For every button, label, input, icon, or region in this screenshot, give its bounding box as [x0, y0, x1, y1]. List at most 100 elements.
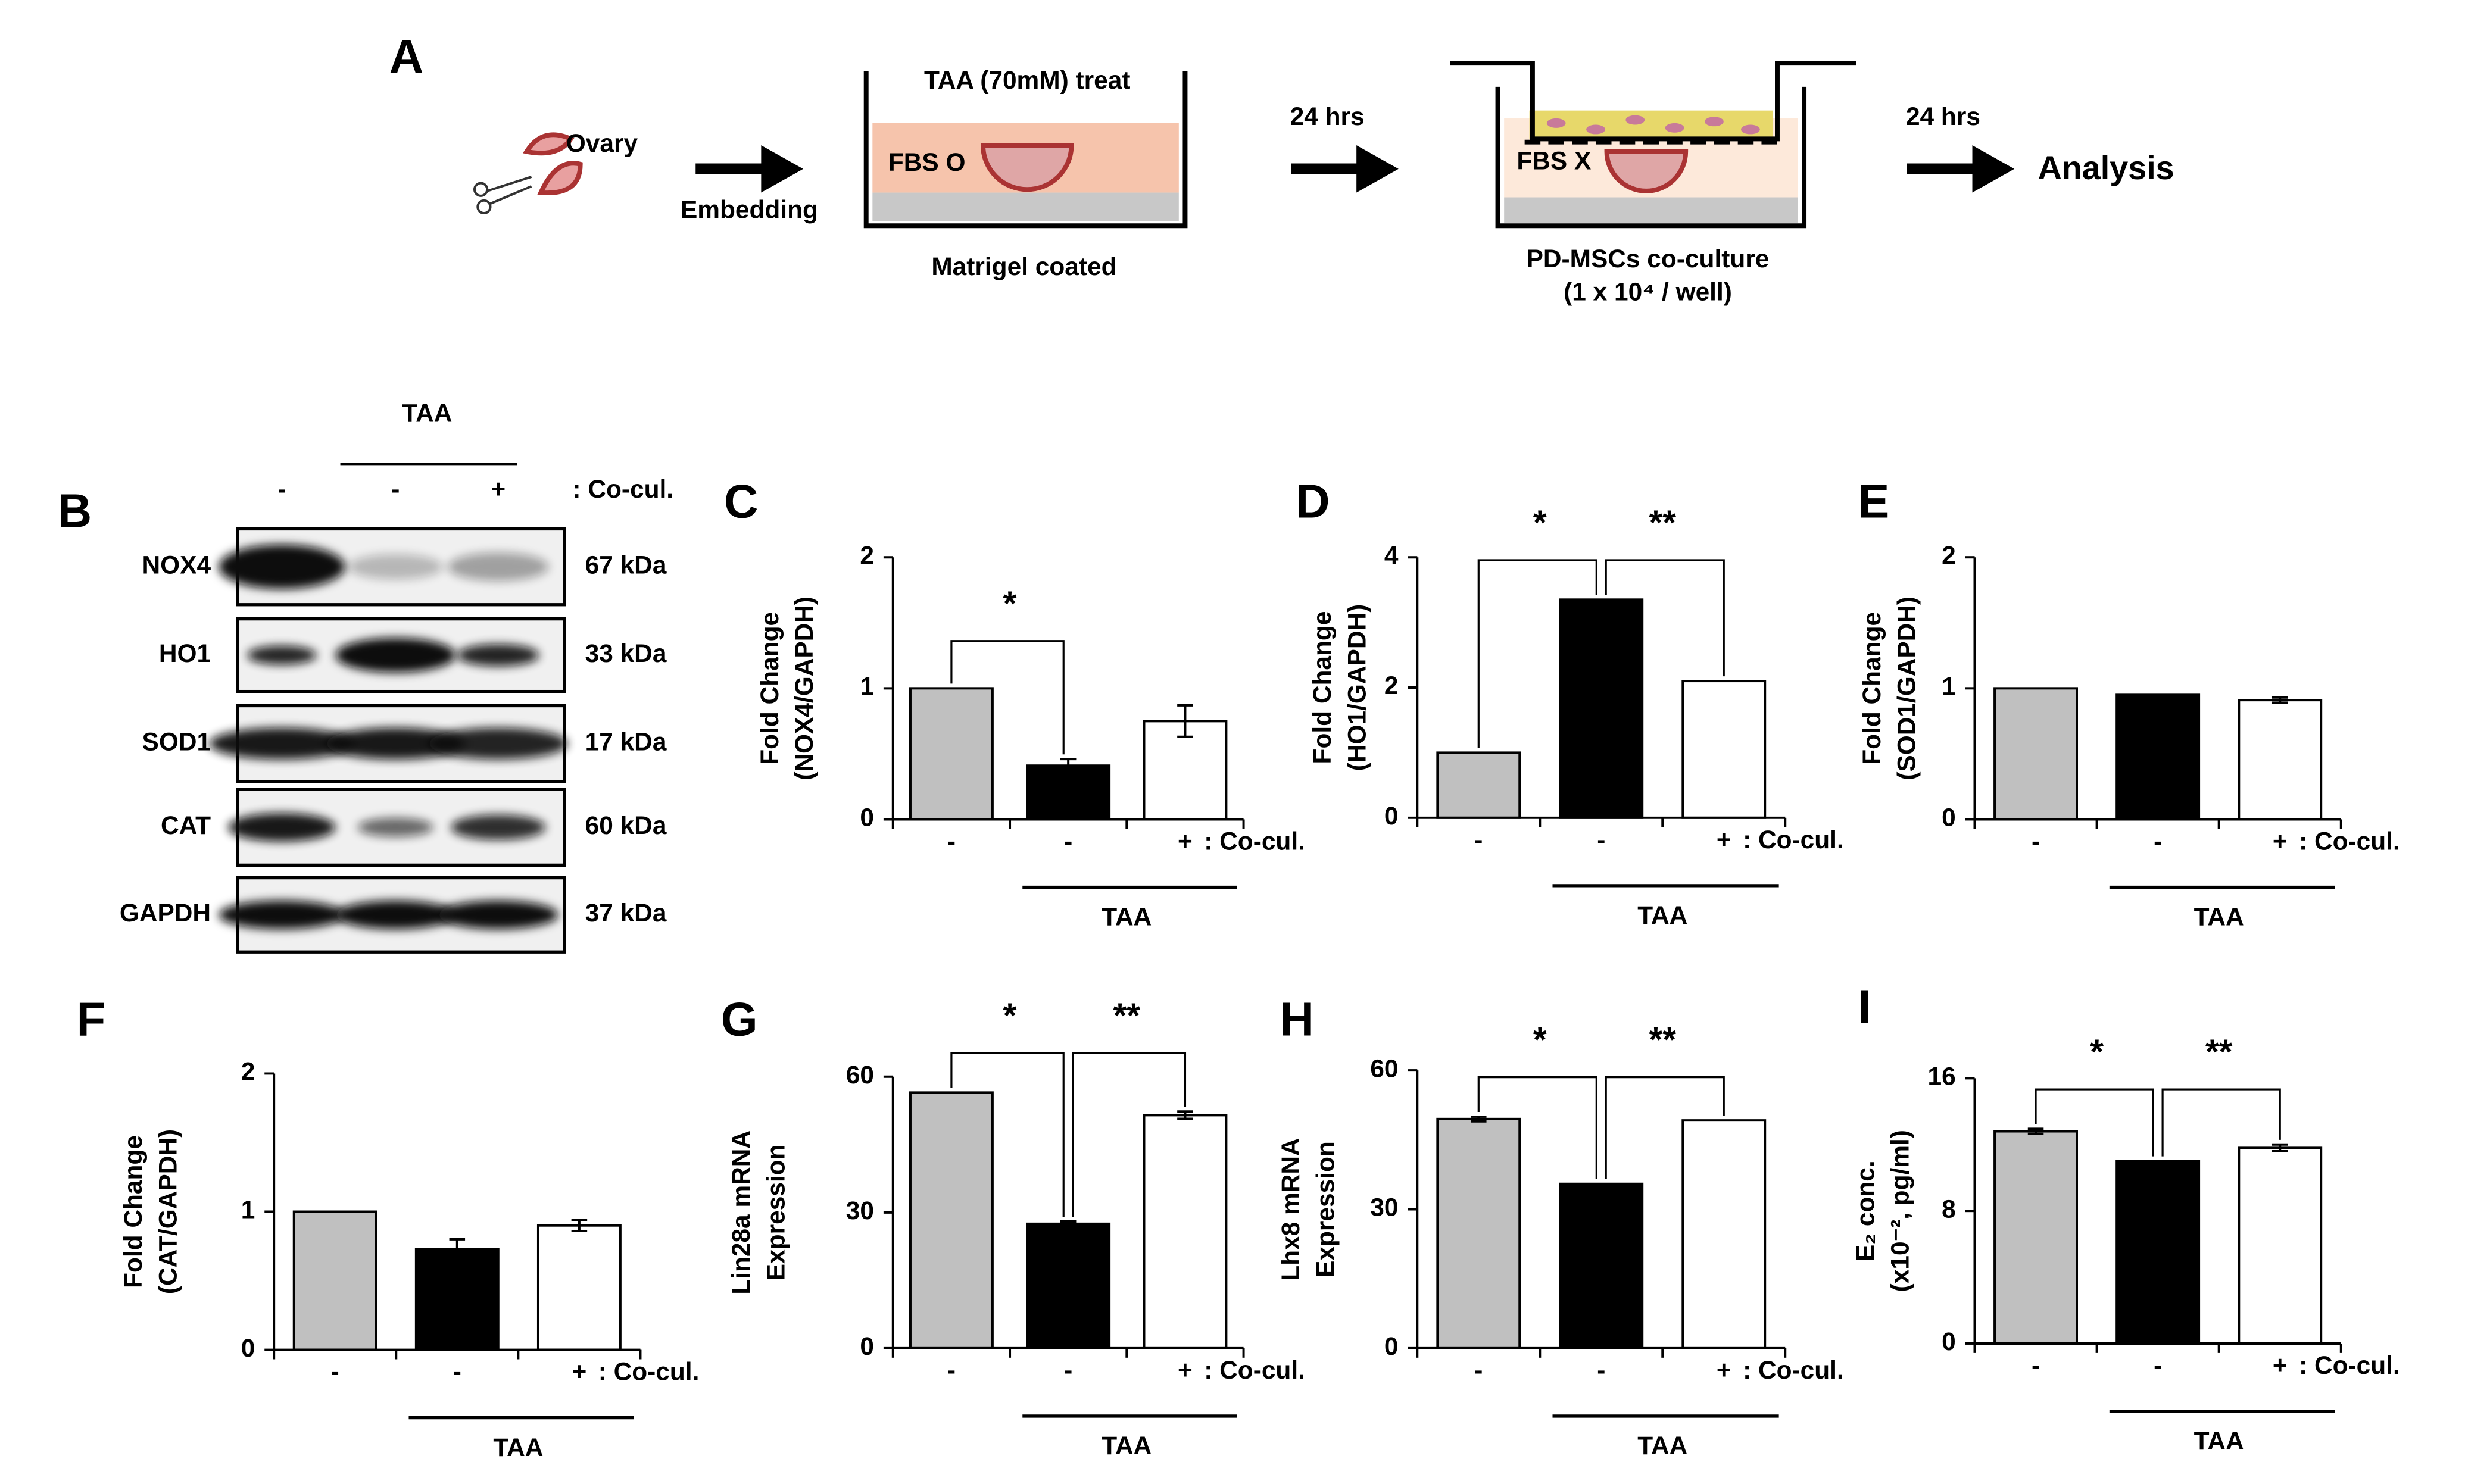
group-label: TAA	[1102, 1432, 1152, 1460]
label: FBS O	[888, 148, 966, 176]
x-tick-label: +	[572, 1358, 587, 1386]
x-tick-label: +	[1178, 1356, 1193, 1384]
cells	[1529, 110, 1773, 139]
band	[335, 901, 456, 929]
error-bar	[1177, 1110, 1193, 1120]
band	[357, 817, 434, 837]
y-axis-label: Expression	[762, 1144, 790, 1280]
well	[1495, 86, 1807, 229]
bar	[1436, 751, 1521, 819]
bar	[909, 687, 994, 821]
y-axis-label: Lhx8 mRNA	[1277, 1138, 1305, 1280]
y-tick-label: 1	[860, 673, 874, 701]
x-tick-label: -	[1597, 1356, 1605, 1384]
label: PD-MSCs co-culture	[1527, 245, 1770, 273]
label: (1 x 10⁴ / well)	[1564, 277, 1732, 305]
category-note: : Co-cul.	[598, 1358, 700, 1386]
tissue	[1604, 149, 1689, 193]
bar	[1143, 1114, 1228, 1349]
label: Ovary	[566, 129, 638, 157]
x-tick-label: -	[1474, 1356, 1483, 1384]
x-tick-label: -	[2032, 1351, 2040, 1379]
significance-label: *	[2090, 1033, 2104, 1071]
band	[335, 638, 456, 673]
bar	[292, 1210, 377, 1351]
category-note: : Co-cul.	[1743, 1356, 1844, 1384]
error-bar	[449, 1238, 466, 1260]
matrigel	[872, 192, 1179, 221]
y-tick-label: 60	[1370, 1054, 1398, 1082]
bar	[2238, 1146, 2323, 1345]
group-label: TAA	[1637, 901, 1687, 929]
x-tick-label: -	[1474, 826, 1483, 854]
x-tick-label: -	[947, 827, 956, 855]
y-axis-label: (HO1/GAPDH)	[1343, 604, 1371, 771]
panel-letter: A	[389, 30, 423, 83]
protein-label: HO1	[159, 639, 211, 667]
error-bar	[2027, 1127, 2044, 1135]
lane-label: -	[277, 475, 286, 503]
x-tick-label: +	[2273, 827, 2288, 855]
y-tick-label: 1	[241, 1196, 255, 1224]
y-axis-label: (NOX4/GAPDH)	[790, 596, 818, 780]
label: Embedding	[681, 196, 818, 224]
error-bar	[571, 1219, 588, 1232]
tissue	[980, 143, 1074, 192]
category-note: : Co-cul.	[1204, 827, 1305, 855]
bar	[2238, 699, 2323, 821]
size-label: 37 kDa	[585, 899, 667, 927]
bar	[1026, 1222, 1111, 1349]
band	[447, 552, 549, 581]
y-axis-label: Fold Change	[1858, 612, 1886, 765]
significance-bracket	[950, 640, 1065, 755]
size-label: 17 kDa	[585, 727, 667, 755]
band	[451, 814, 546, 840]
x-tick-label: +	[1178, 827, 1193, 855]
y-axis-label: Lin28a mRNA	[727, 1130, 755, 1295]
label: FBS X	[1517, 146, 1591, 174]
protein-label: SOD1	[142, 727, 211, 755]
bar	[1681, 1119, 1767, 1349]
matrigel	[1504, 197, 1798, 223]
band	[228, 813, 336, 842]
significance-bracket	[950, 1052, 1065, 1217]
significance-bracket	[2035, 1088, 2154, 1157]
significance-label: **	[1113, 996, 1141, 1035]
protein-label: GAPDH	[120, 899, 211, 927]
y-axis-label: Fold Change	[756, 612, 784, 765]
panel-a: A Ovary Embedding TAA (70mM) treat FBS O…	[389, 30, 2174, 306]
x-tick-label: +	[1717, 826, 1731, 854]
x-tick-label: +	[1717, 1356, 1731, 1384]
significance-bracket	[1477, 559, 1597, 748]
y-axis-label: E₂ conc.	[1851, 1160, 1879, 1261]
significance-label: *	[1533, 1021, 1547, 1060]
error-bar	[1060, 758, 1077, 774]
bar	[1559, 1182, 1644, 1349]
ovary-icon	[523, 132, 575, 156]
category-note: : Co-cul.	[2299, 1351, 2400, 1379]
x-tick-label: -	[947, 1356, 956, 1384]
error-bar	[2271, 696, 2288, 704]
y-tick-label: 2	[860, 541, 874, 569]
protein-label: NOX4	[142, 551, 211, 579]
significance-bracket	[2161, 1088, 2281, 1157]
panel-letter: I	[1858, 980, 1871, 1033]
significance-bracket	[1605, 559, 1725, 677]
scissors-icon	[473, 176, 532, 215]
cells	[1546, 115, 1760, 135]
panel-b: B TAA : Co-cul. - - + NOX4 67 kDa HO1 33 kDa SO…	[58, 399, 673, 954]
band	[429, 727, 568, 760]
y-tick-label: 0	[241, 1334, 255, 1362]
category-note: : Co-cul.	[2299, 827, 2400, 855]
size-label: 33 kDa	[585, 639, 667, 667]
panel-letter: B	[58, 485, 92, 538]
label: 24 hrs	[1906, 102, 1980, 130]
bar	[1993, 687, 2078, 821]
lane-note: : Co-cul.	[572, 475, 673, 503]
y-tick-label: 60	[846, 1061, 874, 1089]
x-tick-label: -	[331, 1358, 339, 1386]
y-tick-label: 4	[1384, 541, 1399, 569]
x-tick-label: -	[2032, 827, 2040, 855]
